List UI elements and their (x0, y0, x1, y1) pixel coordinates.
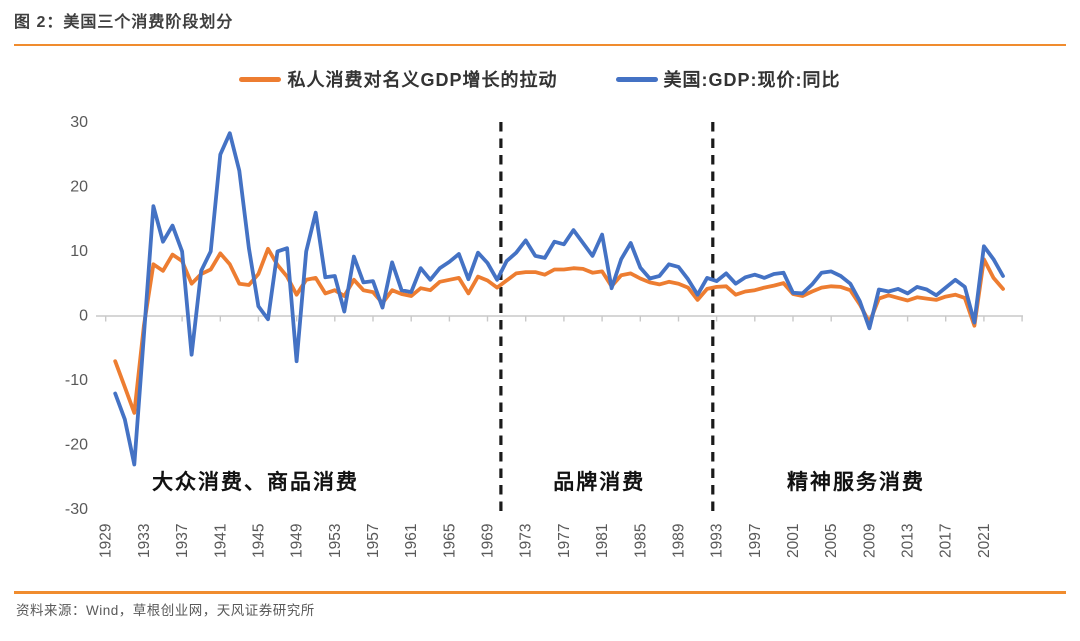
figure-title: 图 2：美国三个消费阶段划分 (14, 14, 234, 31)
consumption-contribution-line (113, 246, 1005, 415)
svg-text:2021: 2021 (976, 524, 993, 558)
x-axis-labels: 1929 1933 1937 1941 1945 1949 1953 1957 1961 1965… (98, 524, 993, 558)
svg-text:-20: -20 (65, 437, 88, 454)
svg-text:2005: 2005 (823, 524, 840, 558)
svg-text:10: 10 (70, 243, 88, 260)
svg-text:1961: 1961 (403, 524, 420, 558)
svg-text:1985: 1985 (632, 524, 649, 558)
svg-text:1977: 1977 (556, 524, 573, 558)
svg-text:1937: 1937 (174, 524, 191, 558)
title-divider (14, 44, 1066, 46)
svg-text:-10: -10 (65, 372, 88, 389)
legend-swatch-blue (615, 76, 658, 82)
svg-text:2009: 2009 (861, 524, 878, 558)
svg-text:1981: 1981 (594, 524, 611, 558)
region-label-mass-goods-consumption: 大众消费、商品消费 (152, 471, 360, 494)
chart-legend: 私人消费对名义GDP增长的拉动 美国:GDP:现价:同比 (0, 66, 1080, 92)
svg-text:1929: 1929 (98, 524, 115, 558)
svg-text:2017: 2017 (938, 524, 955, 558)
svg-text:1989: 1989 (671, 524, 688, 558)
svg-text:1933: 1933 (136, 524, 153, 558)
svg-text:1949: 1949 (289, 524, 306, 558)
svg-text:1997: 1997 (747, 524, 764, 558)
svg-text:1965: 1965 (441, 524, 458, 558)
svg-text:1969: 1969 (480, 524, 497, 558)
svg-text:0: 0 (79, 308, 88, 325)
legend-item-gdp: 美国:GDP:现价:同比 (615, 66, 841, 92)
x-axis-ticks (104, 316, 1023, 322)
region-label-brand-consumption: 品牌消费 (553, 471, 646, 494)
svg-text:1953: 1953 (327, 524, 344, 558)
svg-text:1941: 1941 (212, 524, 229, 558)
svg-text:2013: 2013 (900, 524, 917, 558)
svg-text:2001: 2001 (785, 524, 802, 558)
legend-swatch-orange (239, 76, 282, 82)
gdp-yoy-line (113, 131, 1005, 467)
svg-text:1957: 1957 (365, 524, 382, 558)
legend-label-gdp: 美国:GDP:现价:同比 (663, 70, 841, 90)
y-axis-labels: 30 20 10 0 -10 -20 -30 (65, 114, 88, 518)
svg-text:1945: 1945 (250, 524, 267, 558)
svg-text:1973: 1973 (518, 524, 535, 558)
legend-label-consumption: 私人消费对名义GDP增长的拉动 (287, 70, 558, 90)
footer-divider (14, 591, 1066, 594)
legend-item-consumption: 私人消费对名义GDP增长的拉动 (239, 66, 557, 92)
region-label-spiritual-service-consumption: 精神服务消费 (787, 471, 926, 494)
svg-text:-30: -30 (65, 501, 88, 518)
svg-text:20: 20 (70, 178, 88, 195)
source-note: 资料来源：Wind，草根创业网，天风证券研究所 (16, 603, 315, 618)
svg-text:1993: 1993 (709, 524, 726, 558)
svg-text:30: 30 (70, 114, 88, 131)
